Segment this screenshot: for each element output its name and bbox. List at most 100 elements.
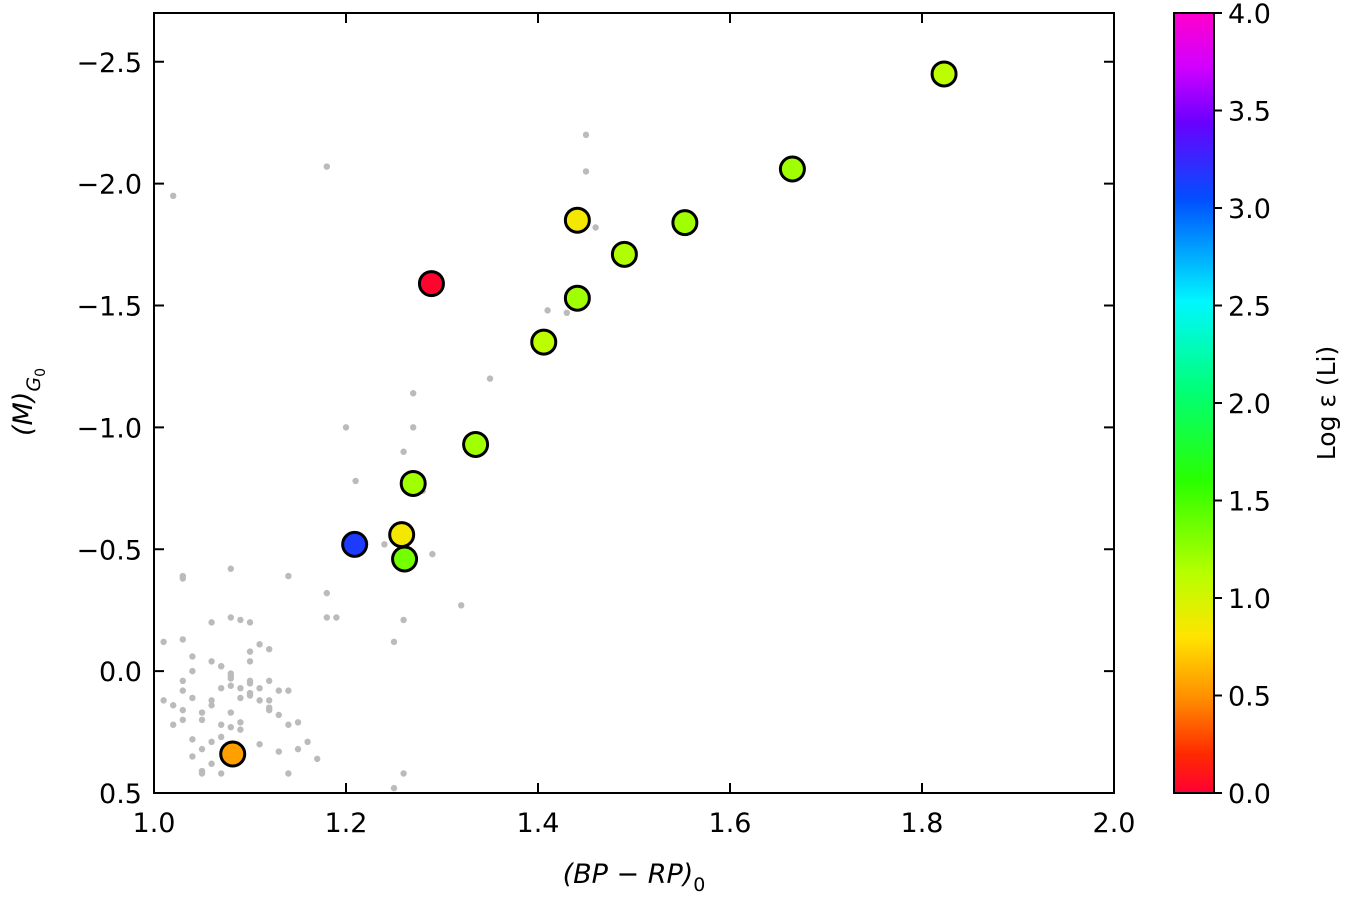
y-tick-label: −1.0 [76, 413, 142, 444]
background-point [227, 723, 234, 731]
background-point [237, 684, 244, 692]
background-point [170, 192, 177, 200]
background-point [275, 711, 282, 719]
x-axis-label: (BP − RP)0 [563, 859, 706, 896]
x-tick-label: 2.0 [1093, 808, 1136, 839]
background-point [218, 770, 225, 777]
colorbar-tick-label: 3.5 [1228, 97, 1271, 128]
y-tick-label: −2.5 [76, 48, 142, 79]
background-point [227, 565, 234, 572]
plot-frame [153, 12, 1115, 794]
li-star-point [391, 545, 419, 573]
background-point [285, 687, 292, 694]
background-point [390, 784, 398, 792]
background-point [352, 477, 359, 485]
li-star-point [778, 155, 806, 183]
colorbar-tick-label: 2.0 [1228, 389, 1271, 420]
background-point [189, 653, 196, 660]
colorbar-tick-label: 1.0 [1228, 584, 1271, 615]
background-point [189, 753, 196, 760]
background-point [400, 770, 407, 777]
background-point [314, 755, 321, 763]
background-point [256, 741, 263, 748]
background-point [486, 375, 494, 382]
background-point [208, 619, 215, 626]
background-point [323, 614, 330, 621]
background-point [208, 702, 215, 709]
li-star-point [563, 206, 591, 234]
background-point [400, 448, 407, 455]
y-tick-label: −1.5 [76, 292, 142, 323]
background-point [208, 658, 215, 665]
background-point [246, 677, 254, 685]
background-point [189, 736, 196, 743]
background-point [189, 667, 196, 675]
colorbar-tick-label: 0.0 [1228, 779, 1271, 810]
background-point [208, 738, 215, 746]
background-point [189, 694, 196, 702]
background-point [323, 589, 330, 597]
background-point [256, 684, 263, 692]
background-point [246, 619, 254, 626]
li-star-point [930, 60, 958, 88]
background-point [410, 390, 417, 397]
background-point [227, 682, 234, 689]
background-point [381, 541, 388, 548]
background-point [237, 616, 244, 624]
background-point [198, 745, 206, 753]
background-point [275, 748, 282, 755]
background-point [179, 575, 186, 582]
background-point [218, 663, 225, 670]
background-point [294, 719, 302, 726]
li-star-point [219, 740, 247, 768]
colorbar-tick-label: 4.0 [1228, 0, 1271, 30]
background-point [333, 614, 340, 621]
colorbar-tick-label: 0.5 [1228, 682, 1271, 713]
background-point [179, 636, 186, 643]
y-axis-label: (M)G0 [8, 368, 49, 436]
background-point [266, 645, 273, 653]
background-point [179, 677, 186, 685]
background-point [218, 721, 225, 728]
background-point [170, 721, 177, 728]
background-point [179, 706, 186, 714]
background-point [304, 738, 311, 746]
background-point [218, 733, 225, 741]
x-tick-label: 1.4 [517, 808, 560, 839]
background-point [592, 224, 599, 231]
background-point [237, 694, 244, 702]
x-tick-label: 1.6 [709, 808, 752, 839]
background-point [323, 163, 330, 170]
background-point [266, 677, 273, 685]
background-point [227, 672, 234, 680]
x-tick-label: 1.0 [133, 808, 176, 839]
background-point [429, 550, 436, 558]
background-point [582, 131, 590, 139]
background-point [160, 697, 167, 704]
li-star-point [610, 240, 638, 268]
background-point [582, 168, 590, 175]
background-point [458, 602, 465, 609]
background-point [179, 716, 186, 724]
background-point [208, 697, 215, 704]
background-points [160, 131, 599, 792]
li-star-point [388, 521, 416, 549]
background-point [285, 770, 292, 777]
background-point [390, 638, 398, 646]
background-point [227, 614, 234, 621]
x-tick-label: 1.2 [325, 808, 368, 839]
x-axis-ticks: 1.0 1.2 1.4 1.6 1.8 2.0 [133, 13, 1136, 839]
background-point [246, 658, 254, 665]
y-tick-label: −0.5 [76, 535, 142, 566]
background-point [410, 424, 417, 431]
background-point [400, 616, 407, 624]
background-point [342, 424, 350, 431]
background-point [208, 760, 215, 767]
background-point [285, 721, 292, 728]
background-point [285, 572, 292, 580]
background-point [544, 307, 551, 314]
background-point [256, 697, 263, 704]
li-star-point [462, 430, 490, 458]
colorbar [1173, 12, 1215, 794]
